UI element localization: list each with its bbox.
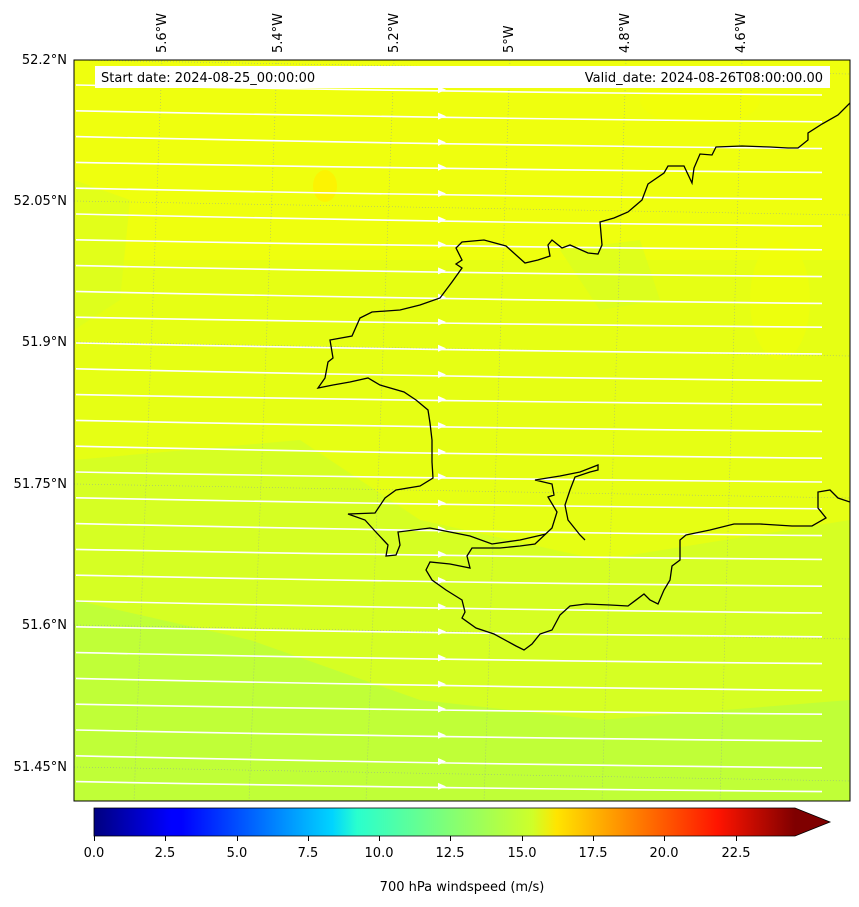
streamline bbox=[75, 264, 823, 278]
streamline bbox=[75, 780, 823, 793]
streamline bbox=[75, 368, 823, 382]
streamline-arrow bbox=[438, 628, 446, 636]
streamline bbox=[75, 445, 823, 459]
streamline-arrow bbox=[438, 473, 446, 481]
colorbar-tickmark bbox=[736, 836, 737, 841]
colorbar-tick-label: 12.5 bbox=[435, 846, 465, 861]
colorbar-tick-label: 20.0 bbox=[649, 846, 679, 861]
streamline-arrow bbox=[438, 216, 446, 224]
streamline-arrow bbox=[438, 448, 446, 456]
lon-label: 5.4°W bbox=[271, 12, 286, 53]
lat-label: 52.2°N bbox=[21, 53, 67, 68]
streamline-arrow bbox=[438, 293, 446, 301]
lat-label: 51.45°N bbox=[13, 760, 67, 775]
colorbar-tickmark bbox=[94, 836, 95, 841]
streamline bbox=[75, 574, 823, 587]
date-info-box: Start date: 2024-08-25_00:00:00 Valid_da… bbox=[95, 66, 830, 88]
streamline bbox=[75, 239, 823, 251]
colorbar-extend-arrow bbox=[795, 808, 830, 836]
colorbar-tick-label: 15.0 bbox=[507, 846, 537, 861]
streamline bbox=[75, 342, 823, 355]
streamline-arrow bbox=[438, 344, 446, 352]
lat-label: 51.75°N bbox=[13, 477, 67, 492]
streamline-arrow bbox=[438, 654, 446, 662]
colorbar-tick-label: 5.0 bbox=[226, 846, 248, 861]
streamline bbox=[75, 729, 823, 742]
graticule bbox=[74, 60, 850, 801]
streamline bbox=[75, 548, 823, 561]
colorbar-tickmark bbox=[593, 836, 594, 841]
streamline-arrow bbox=[438, 112, 446, 120]
streamline bbox=[75, 677, 823, 692]
colorbar-tick-label: 2.5 bbox=[154, 846, 176, 861]
colorbar-tickmark bbox=[165, 836, 166, 841]
lon-label: 5.2°W bbox=[387, 12, 402, 53]
streamline-arrow bbox=[438, 163, 446, 171]
streamline bbox=[75, 290, 823, 305]
lon-label: 4.8°W bbox=[618, 12, 633, 53]
streamline bbox=[75, 703, 823, 715]
colorbar-tick-label: 10.0 bbox=[364, 846, 394, 861]
colorbar-tickmark bbox=[379, 836, 380, 841]
streamline-arrow bbox=[438, 422, 446, 430]
colorbar-tickmark bbox=[522, 836, 523, 841]
streamline-arrow bbox=[438, 499, 446, 507]
map-frame bbox=[73, 59, 851, 802]
streamline bbox=[75, 471, 823, 483]
streamline-arrows bbox=[438, 86, 446, 790]
streamline bbox=[75, 522, 823, 537]
streamline-arrow bbox=[438, 138, 446, 146]
streamline bbox=[75, 393, 823, 406]
streamline-arrow bbox=[438, 86, 446, 94]
streamline-arrow bbox=[438, 603, 446, 611]
lon-label: 5°W bbox=[502, 25, 517, 53]
streamline bbox=[75, 600, 823, 614]
streamline bbox=[75, 419, 823, 433]
colorbar-tick-label: 0.0 bbox=[83, 846, 105, 861]
streamline-arrow bbox=[438, 782, 446, 790]
streamline-arrow bbox=[438, 680, 446, 688]
lon-label: 4.6°W bbox=[734, 12, 749, 53]
valid-date-text: Valid_date: 2024-08-26T08:00:00.00 bbox=[584, 71, 823, 86]
streamline-arrow bbox=[438, 395, 446, 403]
colorbar-tickmark bbox=[664, 836, 665, 841]
streamline bbox=[75, 161, 823, 174]
start-date-text: Start date: 2024-08-25_00:00:00 bbox=[101, 71, 316, 86]
streamline-arrow bbox=[438, 576, 446, 584]
colorbar-gradient bbox=[94, 808, 795, 836]
colorbar-tickmark bbox=[308, 836, 309, 841]
streamline-arrow bbox=[438, 705, 446, 713]
colorbar bbox=[93, 807, 832, 837]
streamline bbox=[75, 213, 823, 227]
streamline bbox=[75, 497, 823, 510]
lat-label: 51.6°N bbox=[21, 618, 67, 633]
colorbar-tick-label: 22.5 bbox=[721, 846, 751, 861]
coastline bbox=[316, 102, 850, 651]
colorbar-tickmark bbox=[450, 836, 451, 841]
streamline-arrow bbox=[438, 267, 446, 275]
streamline-arrow bbox=[438, 371, 446, 379]
colorbar-tick-label: 7.5 bbox=[297, 846, 319, 861]
streamline bbox=[75, 755, 823, 769]
colorbar-label: 700 hPa windspeed (m/s) bbox=[379, 880, 545, 895]
streamline-arrow bbox=[438, 550, 446, 558]
lat-label: 51.9°N bbox=[21, 335, 67, 350]
streamline-arrow bbox=[438, 318, 446, 326]
streamline-arrow bbox=[438, 241, 446, 249]
streamline bbox=[75, 316, 823, 328]
streamline bbox=[75, 110, 823, 123]
streamline bbox=[75, 626, 823, 638]
streamline-arrow bbox=[438, 189, 446, 197]
streamline bbox=[75, 651, 823, 665]
streamline-arrow bbox=[438, 731, 446, 739]
lon-label: 5.6°W bbox=[155, 12, 170, 53]
wind-streamlines bbox=[75, 84, 823, 793]
lat-label: 52.05°N bbox=[13, 194, 67, 209]
colorbar-tick-label: 17.5 bbox=[578, 846, 608, 861]
streamline-arrow bbox=[438, 525, 446, 533]
streamline-arrow bbox=[438, 758, 446, 766]
colorbar-tickmark bbox=[237, 836, 238, 841]
streamline bbox=[75, 187, 823, 200]
